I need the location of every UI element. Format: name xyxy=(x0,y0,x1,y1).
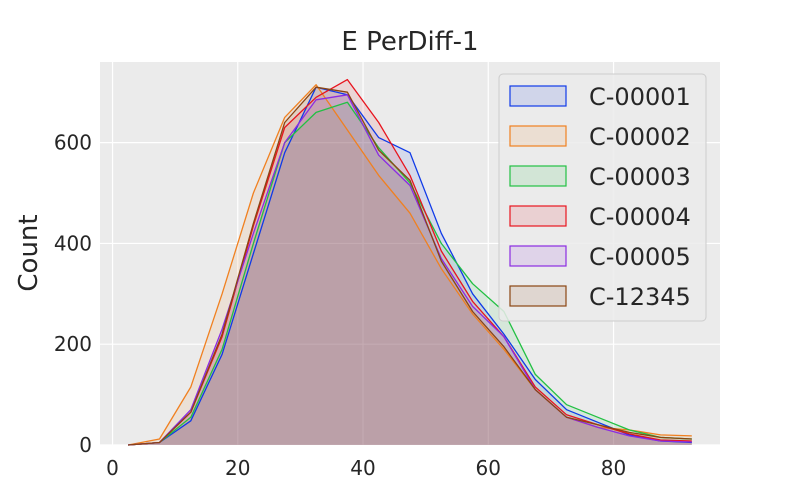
x-tick-labels: 0 20 40 60 80 xyxy=(106,456,626,480)
series-fill-C-00001 xyxy=(128,87,692,445)
series-lines xyxy=(128,78,692,446)
legend: C-00001 C-00002 C-00003 C-00004 C-00005 C-123… xyxy=(498,73,707,322)
x-tick-label: 40 xyxy=(350,456,375,480)
y-tick-label: 600 xyxy=(54,131,92,155)
legend-swatch xyxy=(509,85,567,107)
series-line-C-00005 xyxy=(128,94,692,446)
y-tick-labels: 0 200 400 600 xyxy=(54,131,92,457)
x-tick-label: 60 xyxy=(476,456,501,480)
legend-swatch xyxy=(509,285,567,307)
legend-item: C-00003 xyxy=(509,163,691,191)
legend-label: C-12345 xyxy=(589,283,691,311)
legend-label: C-00004 xyxy=(589,203,691,231)
x-tick-label: 80 xyxy=(601,456,626,480)
y-axis-label: Count xyxy=(14,214,44,291)
y-tick-label: 200 xyxy=(54,332,92,356)
x-tick-label: 20 xyxy=(225,456,250,480)
legend-label: C-00003 xyxy=(589,163,691,191)
legend-swatch xyxy=(509,165,567,187)
legend-box xyxy=(498,73,707,322)
series-fill-C-00004 xyxy=(128,79,692,445)
legend-label: C-00002 xyxy=(589,123,691,151)
series-fill-C-00003 xyxy=(128,102,692,446)
legend-swatch xyxy=(509,245,567,267)
chart-title: E PerDiff-1 xyxy=(341,27,478,57)
series-line-C-00001 xyxy=(128,86,692,446)
series-fill-C-00005 xyxy=(128,94,692,446)
legend-label: C-00005 xyxy=(589,243,691,271)
x-tick-label: 0 xyxy=(106,456,119,480)
y-tick-label: 0 xyxy=(79,433,92,457)
legend-label: C-00001 xyxy=(589,83,691,111)
y-tick-label: 400 xyxy=(54,231,92,255)
series-line-C-12345 xyxy=(128,86,692,446)
legend-item: C-00001 xyxy=(509,83,691,111)
legend-item: C-00005 xyxy=(509,243,691,271)
legend-swatch xyxy=(509,125,567,147)
legend-item: C-00002 xyxy=(509,123,691,151)
series-line-C-00003 xyxy=(128,101,692,446)
legend-swatch xyxy=(509,205,567,227)
legend-item: C-00004 xyxy=(509,203,691,231)
legend-item: C-12345 xyxy=(509,283,691,311)
